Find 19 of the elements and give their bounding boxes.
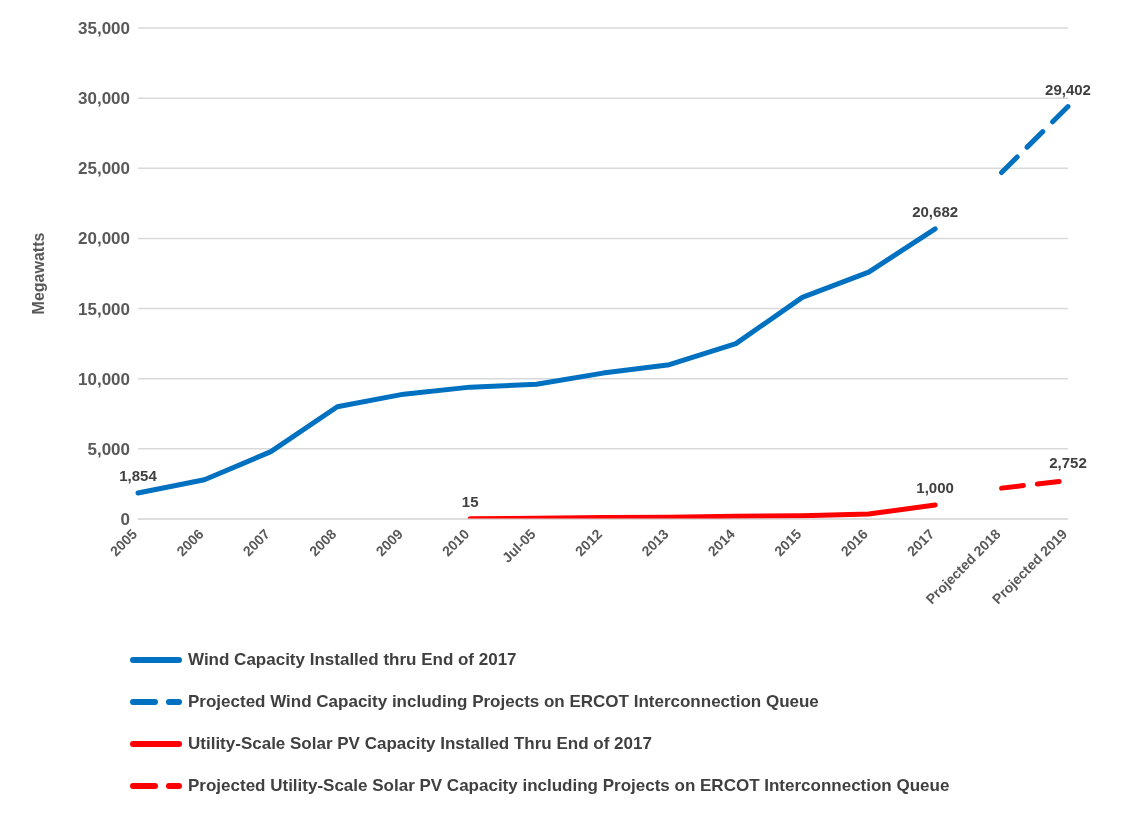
- y-axis-title: Megawatts: [29, 232, 47, 315]
- data-label: 2,752: [1049, 454, 1087, 472]
- y-tick-label: 15,000: [78, 299, 130, 319]
- legend-label: Projected Wind Capacity including Projects on ERCOT Interconnection Queue: [188, 692, 819, 712]
- legend-label: Utility-Scale Solar PV Capacity Installed Thru End of 2017: [188, 734, 652, 754]
- y-tick-label: 20,000: [78, 229, 130, 249]
- y-tick-label: 35,000: [78, 19, 130, 39]
- data-label: 1,854: [119, 466, 158, 484]
- data-label: 29,402: [1045, 80, 1091, 98]
- y-tick-label: 5,000: [87, 439, 130, 459]
- y-tick-label: 30,000: [78, 89, 130, 109]
- y-tick-label: 25,000: [78, 159, 130, 179]
- data-label: 15: [461, 492, 479, 510]
- data-label: 1,000: [916, 478, 954, 496]
- data-label: 20,682: [912, 202, 959, 220]
- y-tick-label: 10,000: [78, 369, 130, 389]
- y-tick-label: 0: [120, 510, 130, 530]
- legend-label: Projected Utility-Scale Solar PV Capacity including Projects on ERCOT Interconnection Queue: [188, 776, 950, 796]
- legend-label: Wind Capacity Installed thru End of 2017: [188, 650, 517, 670]
